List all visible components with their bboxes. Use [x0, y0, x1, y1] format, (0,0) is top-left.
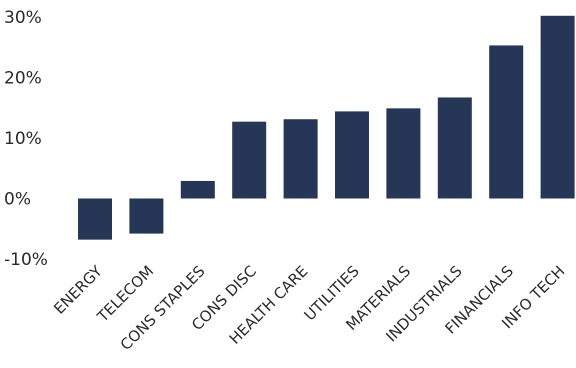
y-tick-label: 0% [4, 190, 31, 210]
bar-financials [489, 45, 524, 199]
bar-telecom [129, 198, 164, 234]
bar-info-tech [540, 15, 575, 199]
bar-industrials [437, 97, 472, 199]
y-tick-label: 30% [4, 8, 42, 28]
y-tick-label: -10% [4, 250, 48, 270]
bars [78, 15, 575, 240]
bar-utilities [335, 111, 369, 199]
bar-cons-disc [232, 121, 267, 199]
bar-energy [78, 198, 112, 240]
bar-cons-staples [180, 180, 215, 199]
y-tick-label: 20% [4, 69, 42, 89]
y-axis: -10% 0% 10% 20% 30% [4, 8, 48, 270]
bar-materials [386, 108, 421, 199]
y-tick-label: 10% [4, 129, 42, 149]
bar-health-care [283, 119, 318, 199]
